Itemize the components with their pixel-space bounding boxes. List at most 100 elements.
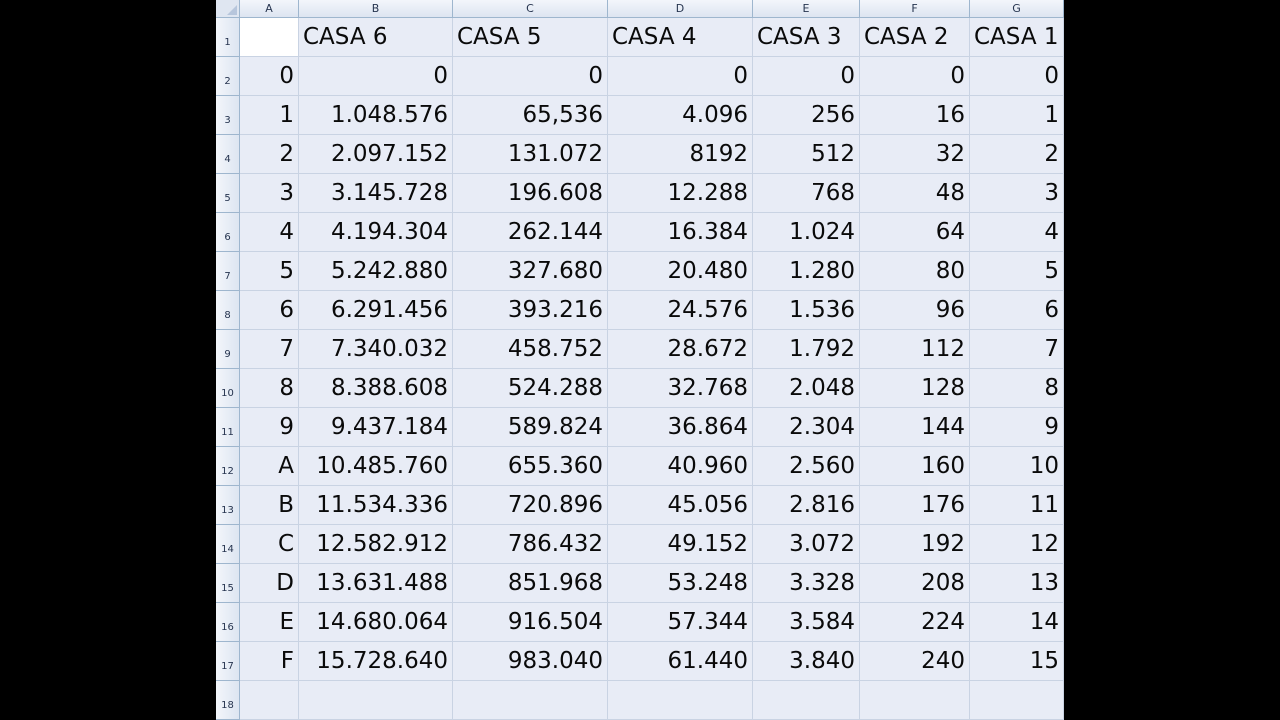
column-header-a[interactable]: A <box>240 0 299 18</box>
cell-a15[interactable]: D <box>240 564 299 603</box>
cell-d18[interactable] <box>608 681 753 720</box>
cell-d6[interactable]: 16.384 <box>608 213 753 252</box>
cell-d12[interactable]: 40.960 <box>608 447 753 486</box>
cell-f14[interactable]: 192 <box>860 525 970 564</box>
cell-c10[interactable]: 524.288 <box>453 369 608 408</box>
cell-c7[interactable]: 327.680 <box>453 252 608 291</box>
row-header-11[interactable]: 11 <box>216 408 240 447</box>
cell-b11[interactable]: 9.437.184 <box>299 408 453 447</box>
cell-e12[interactable]: 2.560 <box>753 447 860 486</box>
cell-b10[interactable]: 8.388.608 <box>299 369 453 408</box>
cell-e18[interactable] <box>753 681 860 720</box>
column-header-f[interactable]: F <box>860 0 970 18</box>
cell-b5[interactable]: 3.145.728 <box>299 174 453 213</box>
cell-a9[interactable]: 7 <box>240 330 299 369</box>
cell-f15[interactable]: 208 <box>860 564 970 603</box>
cell-a7[interactable]: 5 <box>240 252 299 291</box>
row-header-6[interactable]: 6 <box>216 213 240 252</box>
cell-e13[interactable]: 2.816 <box>753 486 860 525</box>
cell-f5[interactable]: 48 <box>860 174 970 213</box>
cell-g17[interactable]: 15 <box>970 642 1064 681</box>
cell-b2[interactable]: 0 <box>299 57 453 96</box>
cell-d9[interactable]: 28.672 <box>608 330 753 369</box>
cell-b8[interactable]: 6.291.456 <box>299 291 453 330</box>
column-header-c[interactable]: C <box>453 0 608 18</box>
cell-c15[interactable]: 851.968 <box>453 564 608 603</box>
cell-c13[interactable]: 720.896 <box>453 486 608 525</box>
column-header-e[interactable]: E <box>753 0 860 18</box>
cell-a14[interactable]: C <box>240 525 299 564</box>
cell-e11[interactable]: 2.304 <box>753 408 860 447</box>
cell-e3[interactable]: 256 <box>753 96 860 135</box>
cell-a17[interactable]: F <box>240 642 299 681</box>
cell-f12[interactable]: 160 <box>860 447 970 486</box>
cell-a2[interactable]: 0 <box>240 57 299 96</box>
cell-f10[interactable]: 128 <box>860 369 970 408</box>
cell-d17[interactable]: 61.440 <box>608 642 753 681</box>
cell-c5[interactable]: 196.608 <box>453 174 608 213</box>
cell-a10[interactable]: 8 <box>240 369 299 408</box>
cell-f6[interactable]: 64 <box>860 213 970 252</box>
cell-c14[interactable]: 786.432 <box>453 525 608 564</box>
cell-a3[interactable]: 1 <box>240 96 299 135</box>
row-header-8[interactable]: 8 <box>216 291 240 330</box>
cell-a12[interactable]: A <box>240 447 299 486</box>
cell-g4[interactable]: 2 <box>970 135 1064 174</box>
cell-g2[interactable]: 0 <box>970 57 1064 96</box>
cell-f8[interactable]: 96 <box>860 291 970 330</box>
cell-g16[interactable]: 14 <box>970 603 1064 642</box>
cell-f9[interactable]: 112 <box>860 330 970 369</box>
select-all-corner[interactable] <box>216 0 240 18</box>
cell-d11[interactable]: 36.864 <box>608 408 753 447</box>
cell-e6[interactable]: 1.024 <box>753 213 860 252</box>
cell-a5[interactable]: 3 <box>240 174 299 213</box>
cell-a8[interactable]: 6 <box>240 291 299 330</box>
cell-e14[interactable]: 3.072 <box>753 525 860 564</box>
cell-g6[interactable]: 4 <box>970 213 1064 252</box>
cell-c6[interactable]: 262.144 <box>453 213 608 252</box>
cell-e10[interactable]: 2.048 <box>753 369 860 408</box>
cell-d5[interactable]: 12.288 <box>608 174 753 213</box>
cell-b7[interactable]: 5.242.880 <box>299 252 453 291</box>
cell-g11[interactable]: 9 <box>970 408 1064 447</box>
cell-d3[interactable]: 4.096 <box>608 96 753 135</box>
cell-c17[interactable]: 983.040 <box>453 642 608 681</box>
row-header-5[interactable]: 5 <box>216 174 240 213</box>
row-header-4[interactable]: 4 <box>216 135 240 174</box>
cell-b4[interactable]: 2.097.152 <box>299 135 453 174</box>
cell-e9[interactable]: 1.792 <box>753 330 860 369</box>
cell-b3[interactable]: 1.048.576 <box>299 96 453 135</box>
row-header-2[interactable]: 2 <box>216 57 240 96</box>
cell-g10[interactable]: 8 <box>970 369 1064 408</box>
cell-a4[interactable]: 2 <box>240 135 299 174</box>
cell-a1[interactable] <box>240 18 299 57</box>
cell-g13[interactable]: 11 <box>970 486 1064 525</box>
cell-b9[interactable]: 7.340.032 <box>299 330 453 369</box>
cell-b12[interactable]: 10.485.760 <box>299 447 453 486</box>
row-header-12[interactable]: 12 <box>216 447 240 486</box>
cell-f4[interactable]: 32 <box>860 135 970 174</box>
cell-g5[interactable]: 3 <box>970 174 1064 213</box>
cell-b16[interactable]: 14.680.064 <box>299 603 453 642</box>
cell-e4[interactable]: 512 <box>753 135 860 174</box>
column-header-b[interactable]: B <box>299 0 453 18</box>
cell-a16[interactable]: E <box>240 603 299 642</box>
cell-d16[interactable]: 57.344 <box>608 603 753 642</box>
cell-d13[interactable]: 45.056 <box>608 486 753 525</box>
cell-d4[interactable]: 8192 <box>608 135 753 174</box>
cell-c18[interactable] <box>453 681 608 720</box>
cell-e17[interactable]: 3.840 <box>753 642 860 681</box>
column-header-g[interactable]: G <box>970 0 1064 18</box>
cell-c3[interactable]: 65,536 <box>453 96 608 135</box>
cell-f18[interactable] <box>860 681 970 720</box>
cell-c8[interactable]: 393.216 <box>453 291 608 330</box>
cell-b14[interactable]: 12.582.912 <box>299 525 453 564</box>
cell-b17[interactable]: 15.728.640 <box>299 642 453 681</box>
cell-f11[interactable]: 144 <box>860 408 970 447</box>
cell-d1[interactable]: CASA 4 <box>608 18 753 57</box>
cell-f13[interactable]: 176 <box>860 486 970 525</box>
cell-c12[interactable]: 655.360 <box>453 447 608 486</box>
row-header-14[interactable]: 14 <box>216 525 240 564</box>
cell-g9[interactable]: 7 <box>970 330 1064 369</box>
cell-d2[interactable]: 0 <box>608 57 753 96</box>
